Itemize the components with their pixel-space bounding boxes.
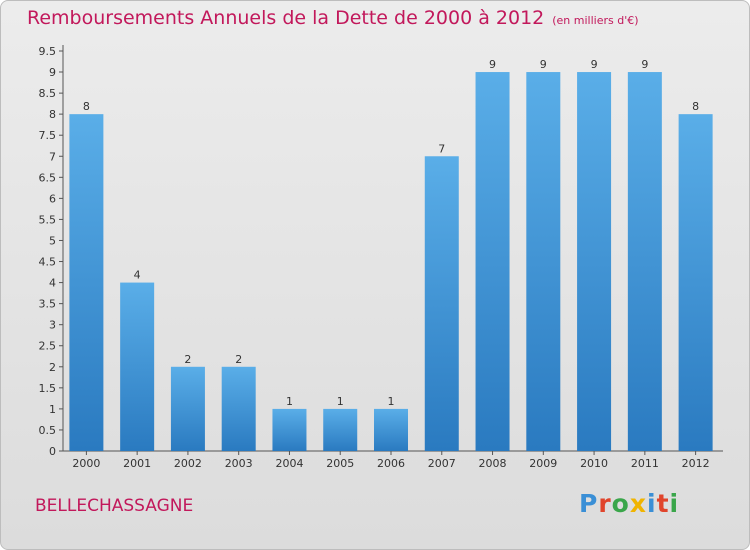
bar-2001 [120,282,155,451]
x-tick-label-2001: 2001 [123,457,151,470]
bar-2011 [627,72,662,451]
y-tick-label-7: 3.5 [39,298,57,311]
bar-value-label-2002: 2 [184,353,191,366]
x-tick-label-2007: 2007 [428,457,456,470]
bar-2002 [170,366,205,451]
x-tick-label-2006: 2006 [377,457,405,470]
bar-value-label-2004: 1 [286,395,293,408]
x-tick-label-2003: 2003 [225,457,253,470]
bar-value-label-2005: 1 [337,395,344,408]
bar-2004 [272,408,307,451]
y-tick-label-0: 0 [49,445,56,458]
chart-title: Remboursements Annuels de la Dette de 20… [27,7,639,29]
bar-value-label-2009: 9 [540,58,547,71]
y-tick-label-13: 6.5 [39,171,57,184]
x-tick-label-2008: 2008 [479,457,507,470]
x-tick-label-2004: 2004 [275,457,303,470]
x-tick-label-2011: 2011 [631,457,659,470]
bar-2012 [678,114,713,451]
chart-unit: (en milliers d'€) [552,14,639,27]
bar-value-label-2001: 4 [134,269,141,282]
y-tick-label-11: 5.5 [39,213,57,226]
bar-2007 [424,156,459,451]
logo-letter-5: t [656,489,670,518]
bar-2006 [374,408,408,451]
bar-value-label-2012: 8 [692,100,699,113]
y-tick-label-3: 1.5 [39,382,57,395]
x-tick-label-2005: 2005 [326,457,354,470]
y-tick-label-16: 8 [49,108,56,121]
logo-letter-0: P [579,489,599,518]
chart-title-text: Remboursements Annuels de la Dette de 20… [27,7,545,29]
x-tick-label-2009: 2009 [529,457,557,470]
y-tick-label-17: 8.5 [39,87,57,100]
bar-2009 [526,72,561,451]
logo-letter-2: o [611,489,630,518]
y-tick-label-15: 7.5 [39,129,57,142]
y-tick-label-18: 9 [49,66,56,79]
y-tick-label-8: 4 [49,277,56,290]
y-tick-label-2: 1 [49,403,56,416]
y-tick-label-9: 4.5 [39,256,57,269]
proxiti-logo[interactable]: Proxiti [579,489,679,518]
bar-value-label-2008: 9 [489,58,496,71]
bar-value-label-2006: 1 [388,395,395,408]
bar-value-label-2010: 9 [591,58,598,71]
y-tick-label-6: 3 [49,319,56,332]
x-tick-label-2010: 2010 [580,457,608,470]
logo-letter-6: i [669,489,680,518]
bar-value-label-2011: 9 [641,58,648,71]
bar-2008 [475,72,510,451]
bar-2003 [221,366,256,451]
logo-letter-1: r [598,489,612,518]
y-tick-label-12: 6 [49,192,56,205]
bar-2010 [577,72,612,451]
x-tick-label-2002: 2002 [174,457,202,470]
y-tick-label-5: 2.5 [39,340,57,353]
y-tick-label-19: 9.5 [39,45,57,58]
bar-2000 [69,114,104,451]
bar-2005 [323,408,358,451]
x-tick-label-2012: 2012 [682,457,710,470]
bar-value-label-2000: 8 [83,100,90,113]
logo-letter-4: i [647,489,657,518]
y-tick-label-1: 0.5 [39,424,57,437]
bar-value-label-2003: 2 [235,353,242,366]
y-tick-label-14: 7 [49,150,56,163]
commune-name: BELLECHASSAGNE [35,496,194,516]
y-tick-label-10: 5 [49,234,56,247]
x-tick-label-2000: 2000 [72,457,100,470]
logo-letter-3: x [629,489,647,518]
y-tick-label-4: 2 [49,361,56,374]
bar-value-label-2007: 7 [438,142,445,155]
